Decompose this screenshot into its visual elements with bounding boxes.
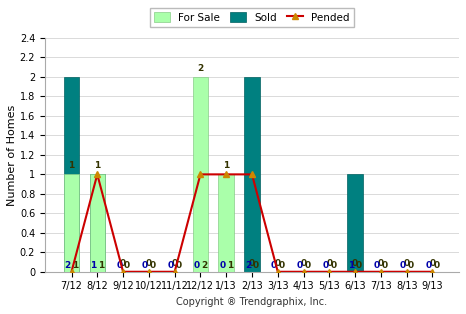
Bar: [244, 77, 260, 272]
Bar: [64, 174, 79, 272]
Text: 0: 0: [301, 259, 307, 268]
Pended: [223, 172, 229, 176]
Text: 0: 0: [176, 261, 182, 270]
Text: 0: 0: [120, 259, 126, 268]
X-axis label: Copyright ® Trendgraphix, Inc.: Copyright ® Trendgraphix, Inc.: [177, 297, 328, 307]
Bar: [193, 77, 208, 272]
Text: 0: 0: [407, 261, 414, 270]
Text: 0: 0: [249, 259, 255, 268]
Text: 0: 0: [271, 261, 277, 270]
Text: 1: 1: [223, 161, 229, 171]
Pended: [95, 172, 100, 176]
Pended: [69, 270, 74, 274]
Text: 0: 0: [400, 261, 406, 270]
Text: 0: 0: [168, 261, 174, 270]
Bar: [219, 174, 234, 272]
Text: 0: 0: [425, 261, 432, 270]
Bar: [64, 77, 79, 272]
Pended: [352, 270, 358, 274]
Text: 0: 0: [150, 261, 156, 270]
Text: 2: 2: [245, 261, 251, 270]
Text: 0: 0: [142, 261, 148, 270]
Pended: [301, 270, 306, 274]
Text: 0: 0: [326, 259, 332, 268]
Text: 0: 0: [304, 261, 310, 270]
Pended: [146, 270, 151, 274]
Text: 0: 0: [124, 261, 130, 270]
Text: 1: 1: [94, 161, 100, 171]
Text: 0: 0: [146, 259, 152, 268]
Text: 0: 0: [297, 261, 303, 270]
Pended: [249, 172, 255, 176]
Pended: [120, 270, 126, 274]
Text: 0: 0: [356, 261, 362, 270]
Text: 0: 0: [374, 261, 380, 270]
Text: 0: 0: [382, 261, 388, 270]
Text: 0: 0: [322, 261, 329, 270]
Text: 0: 0: [352, 259, 358, 268]
Text: 1: 1: [98, 261, 104, 270]
Pended: [172, 270, 178, 274]
Text: 1: 1: [72, 261, 78, 270]
Text: 0: 0: [378, 259, 384, 268]
Bar: [348, 174, 363, 272]
Text: 1: 1: [90, 261, 96, 270]
Pended: [198, 172, 203, 176]
Y-axis label: Number of Homes: Number of Homes: [7, 104, 17, 206]
Text: 1: 1: [348, 261, 355, 270]
Text: 2: 2: [197, 64, 204, 73]
Text: 0: 0: [171, 259, 178, 268]
Line: Pended: Pended: [68, 171, 436, 275]
Pended: [378, 270, 384, 274]
Pended: [275, 270, 281, 274]
Text: 0: 0: [116, 261, 122, 270]
Pended: [327, 270, 332, 274]
Text: 1: 1: [69, 161, 75, 171]
Text: 0: 0: [193, 261, 199, 270]
Pended: [404, 270, 410, 274]
Text: 0: 0: [219, 261, 226, 270]
Text: 1: 1: [227, 261, 233, 270]
Text: 0: 0: [279, 261, 285, 270]
Text: 0: 0: [275, 259, 281, 268]
Bar: [89, 174, 105, 272]
Text: 0: 0: [404, 259, 410, 268]
Bar: [89, 174, 105, 272]
Text: 2: 2: [201, 261, 207, 270]
Text: 2: 2: [64, 261, 71, 270]
Text: 0: 0: [433, 261, 439, 270]
Legend: For Sale, Sold, Pended: For Sale, Sold, Pended: [150, 8, 354, 27]
Pended: [430, 270, 435, 274]
Text: 0: 0: [253, 261, 259, 270]
Text: 0: 0: [430, 259, 436, 268]
Text: 0: 0: [330, 261, 336, 270]
